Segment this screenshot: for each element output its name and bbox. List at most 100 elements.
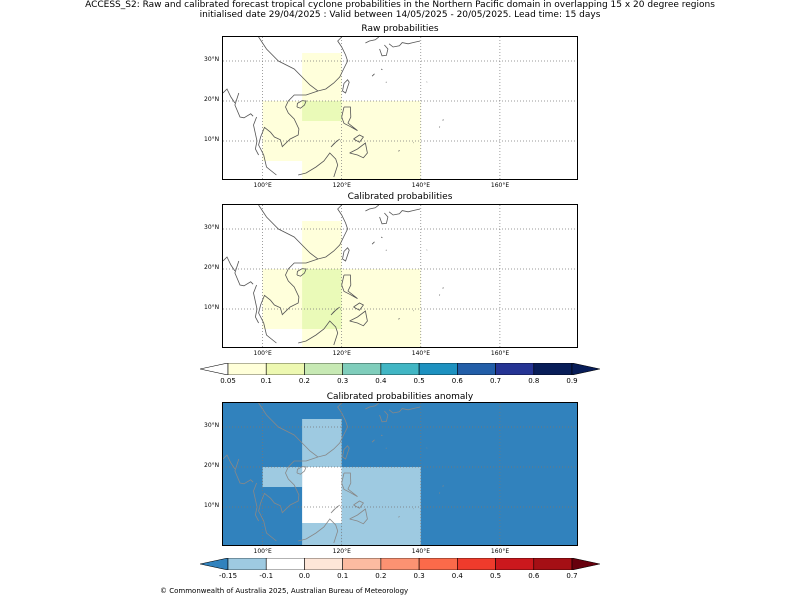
colorbar-segment xyxy=(265,558,305,570)
colorbar-tick-label: 0.3 xyxy=(413,572,425,580)
coastline xyxy=(296,268,307,277)
coastline xyxy=(253,284,259,324)
colorbar-tick-label: 0.4 xyxy=(451,572,463,580)
coastline xyxy=(398,149,400,152)
coastline xyxy=(298,320,339,346)
colorbar-segment xyxy=(227,363,267,375)
colorbar-segment xyxy=(227,558,267,570)
colorbar-tick-label: 0.5 xyxy=(489,572,502,580)
coastline xyxy=(349,508,368,525)
coastline xyxy=(258,90,319,176)
colorbar-tick-label: 0.1 xyxy=(260,377,272,385)
colorbar-segment xyxy=(342,363,382,375)
colorbar-tick-label: 0.7 xyxy=(566,572,578,580)
colorbar-segment xyxy=(304,363,343,375)
coastline xyxy=(258,456,319,542)
coastline xyxy=(388,40,421,48)
coastline xyxy=(253,116,259,156)
colorbar-tick-label: 0.8 xyxy=(528,377,540,385)
probability-region xyxy=(302,467,342,523)
coastline xyxy=(341,106,358,131)
latitude-tick-label: 20°N xyxy=(204,96,220,103)
colorbar-strip xyxy=(200,363,600,375)
probability-region xyxy=(302,269,342,329)
coastline xyxy=(342,79,350,94)
longitude-tick-label: 100°E xyxy=(253,350,272,357)
coastline xyxy=(234,458,254,485)
colorbar-tick-label: 0.5 xyxy=(413,377,425,385)
probability-region xyxy=(341,269,421,347)
coastline xyxy=(296,466,307,475)
coastline xyxy=(371,241,375,245)
coastline xyxy=(380,434,383,437)
longitude-tick-label: 140°E xyxy=(411,548,431,555)
longitude-tick-label: 160°E xyxy=(490,350,510,357)
coastline xyxy=(353,302,365,311)
coastline xyxy=(341,274,358,299)
coastline xyxy=(398,515,400,518)
coastline xyxy=(258,205,349,260)
colorbar-segment xyxy=(533,558,573,570)
coastline xyxy=(349,142,368,159)
coastline xyxy=(234,92,254,119)
latitude-tick-label: 20°N xyxy=(204,462,220,469)
coastline xyxy=(258,258,319,344)
coastline xyxy=(349,310,368,327)
coastline xyxy=(342,247,350,262)
latitude-tick-label: 30°N xyxy=(204,422,220,429)
latitude-tick-label: 10°N xyxy=(204,304,220,311)
colorbar-segment xyxy=(265,363,305,375)
coastline xyxy=(234,260,254,287)
latitude-tick-label: 10°N xyxy=(204,502,220,509)
colorbar-segment xyxy=(418,558,458,570)
coastline xyxy=(380,68,383,71)
latitude-tick-label: 30°N xyxy=(204,56,220,63)
coastline xyxy=(365,205,380,212)
latitude-tick-label: 20°N xyxy=(204,264,220,271)
coastline xyxy=(388,208,421,216)
colorbar-tick-label: 0.2 xyxy=(375,572,387,580)
coastline xyxy=(258,37,349,92)
colorbar-segment xyxy=(457,558,496,570)
coastline xyxy=(379,410,389,423)
panel-raw-title: Raw probabilities xyxy=(361,24,439,34)
coastline xyxy=(330,138,340,148)
probability-region xyxy=(341,101,421,179)
coastline xyxy=(353,500,365,509)
coastline xyxy=(371,439,375,443)
colorbar-tick-label: -0.15 xyxy=(218,572,238,580)
longitude-tick-label: 100°E xyxy=(253,548,272,555)
longitude-tick-label: 120°E xyxy=(332,548,351,555)
colorbar-segment xyxy=(533,363,573,375)
colorbar-tick-label: 0.0 xyxy=(298,572,311,580)
coastline xyxy=(353,134,365,143)
colorbar-tick-label: 0.1 xyxy=(337,572,349,580)
coastline xyxy=(398,317,400,320)
colorbar-segment xyxy=(495,363,535,375)
probability-colorbar: 0.05 0.1 0.2 0.3 0.4 0.5 0.6 0.7 0.8 0.9 xyxy=(200,363,600,387)
longitude-tick-label: 160°E xyxy=(490,548,510,555)
colorbar-segment xyxy=(457,363,496,375)
colorbar-extend-low xyxy=(200,558,229,570)
colorbar-extend-high xyxy=(571,558,600,570)
coastline xyxy=(330,306,340,316)
longitude-tick-label: 100°E xyxy=(253,182,272,189)
coastline xyxy=(341,472,358,497)
probability-region xyxy=(302,101,342,121)
probability-region xyxy=(302,523,342,545)
coastline xyxy=(379,212,389,225)
figure-title-line1: ACCESS_S2: Raw and calibrated forecast t… xyxy=(85,0,715,10)
coastline xyxy=(379,44,389,57)
longitude-tick-label: 120°E xyxy=(332,182,351,189)
anomaly-colorbar: -0.15 -0.1 0.0 0.1 0.2 0.3 0.4 0.5 0.6 0.7 xyxy=(200,558,600,582)
coastline xyxy=(388,406,421,414)
coastline xyxy=(223,256,236,272)
coastline xyxy=(298,152,339,178)
map-canvas xyxy=(223,37,577,179)
map-canvas xyxy=(223,403,577,545)
coastline xyxy=(258,403,349,458)
coastline xyxy=(223,454,236,470)
longitude-tick-label: 120°E xyxy=(332,350,351,357)
colorbar-tick-label: 0.6 xyxy=(451,377,463,385)
colorbar-tick-label: 0.4 xyxy=(375,377,387,385)
